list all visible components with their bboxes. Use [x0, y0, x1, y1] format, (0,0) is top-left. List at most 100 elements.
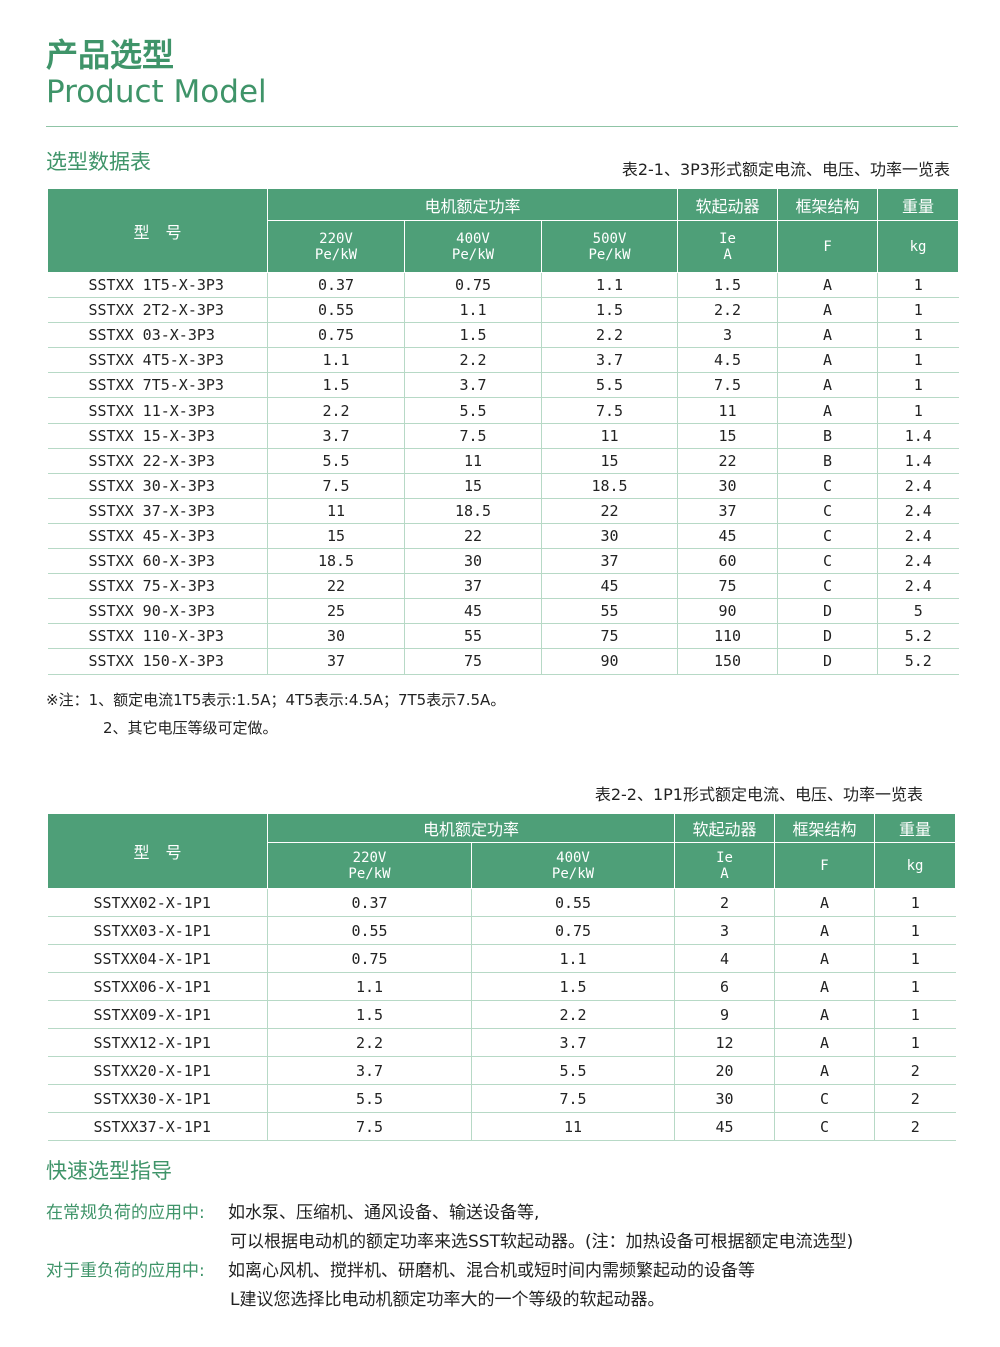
data-cell: 22 [267, 573, 405, 600]
data-row: SSTXX 7T5-X-3P3 1.5 3.7 5.5 7.5 A 1 [47, 372, 959, 399]
data-cell: SSTXX 75-X-3P3 [47, 573, 268, 600]
subheader-cell: 500V Pe/kW [540, 220, 679, 273]
data-cell: 3.7 [541, 347, 679, 374]
data-cell: A [774, 1028, 876, 1057]
data-cell: 2 [874, 1112, 956, 1141]
data-cell: 7.5 [471, 1084, 676, 1113]
data-cell: 5.2 [877, 623, 959, 650]
data-row: SSTXX 150-X-3P3 37 75 90 150 D 5.2 [47, 648, 959, 675]
table-caption: 表2-2、1P1形式额定电流、电压、功率一览表 [594, 785, 923, 804]
data-cell: 22 [404, 523, 542, 550]
data-cell: 5.5 [267, 1084, 472, 1113]
data-cell: 1 [874, 1000, 956, 1029]
data-cell: D [777, 648, 879, 675]
data-cell: A [777, 322, 879, 349]
data-cell: 2.4 [877, 573, 959, 600]
data-cell: 2 [874, 1084, 956, 1113]
data-cell: SSTXX09-X-1P1 [47, 1000, 268, 1029]
data-cell: 15 [267, 523, 405, 550]
data-cell: C [777, 523, 879, 550]
data-cell: A [774, 1056, 876, 1085]
note: ※注：1、额定电流1T5表示:1.5A；4T5表示:4.5A；7T5表示7.5A… [46, 691, 506, 709]
data-row: SSTXX03-X-1P1 0.55 0.75 3 A 1 [47, 916, 956, 945]
data-cell: SSTXX 60-X-3P3 [47, 548, 268, 575]
data-cell: 1 [874, 916, 956, 945]
subheader-cell: F [777, 220, 879, 273]
data-cell: 18.5 [267, 548, 405, 575]
subheader-line: 220V [352, 849, 387, 866]
guide-title: 快速选型指导 [46, 1159, 172, 1183]
data-cell: 11 [677, 397, 779, 424]
data-cell: 1.1 [471, 944, 676, 973]
data-row: SSTXX 90-X-3P3 25 45 55 90 D 5 [47, 598, 959, 625]
subheader-line: Pe/kW [551, 865, 595, 882]
data-row: SSTXX 22-X-3P3 5.5 11 15 22 B 1.4 [47, 448, 959, 474]
data-cell: SSTXX 37-X-3P3 [47, 498, 268, 524]
data-cell: 3 [674, 916, 776, 945]
data-cell: D [777, 623, 879, 650]
header-cell: 框架结构 [777, 188, 879, 221]
subheader-line: Ie [719, 230, 736, 247]
subheader-line: F [823, 238, 832, 255]
subheader-line: 400V [456, 230, 490, 247]
data-cell: 75 [677, 573, 779, 600]
data-cell: 0.55 [267, 297, 405, 324]
data-cell: 37 [404, 573, 542, 600]
data-row: SSTXX 30-X-3P3 7.5 15 18.5 30 C 2.4 [47, 473, 959, 499]
subheader-line: kg [909, 238, 927, 255]
data-cell: 22 [541, 498, 679, 524]
data-cell: 30 [541, 523, 679, 550]
data-cell: A [774, 888, 876, 917]
data-cell: 3.7 [267, 1056, 472, 1085]
data-row: SSTXX02-X-1P1 0.37 0.55 2 A 1 [47, 888, 956, 917]
subheader-cell: F [774, 842, 876, 889]
data-row: SSTXX 4T5-X-3P3 1.1 2.2 3.7 4.5 A 1 [47, 347, 959, 374]
guide-line: L建议您选择比电动机额定功率大的一个等级的软起动器。 [230, 1290, 665, 1310]
data-row: SSTXX 110-X-3P3 30 55 75 110 D 5.2 [47, 623, 959, 650]
data-cell: 1.4 [877, 448, 959, 474]
data-cell: 5.5 [267, 448, 405, 474]
data-cell: 1 [874, 888, 956, 917]
subheader-cell: Ie A [677, 220, 779, 273]
data-cell: D [777, 598, 879, 625]
data-cell: 2.4 [877, 548, 959, 575]
data-cell: 0.75 [267, 322, 405, 349]
subheader-line: Ie [716, 849, 733, 866]
data-cell: 0.75 [471, 916, 676, 945]
header-cell: 框架结构 [774, 813, 876, 843]
subheader-line: F [820, 857, 829, 874]
data-cell: 45 [677, 523, 779, 550]
data-table: 型 号电机额定功率 软起动器 框架结构 重量 220V Pe/kW 400V Pe/kW Ie A… [47, 813, 957, 1141]
data-row: SSTXX 1T5-X-3P3 0.37 0.75 1.1 1.5 A 1 [47, 272, 959, 299]
data-cell: 5.2 [877, 648, 959, 675]
data-cell: C [774, 1084, 876, 1113]
data-row: SSTXX 03-X-3P3 0.75 1.5 2.2 3 A 1 [47, 322, 959, 349]
subheader-cell: 400V Pe/kW [470, 842, 676, 889]
data-cell: 1 [874, 944, 956, 973]
data-cell: 7.5 [267, 1112, 472, 1141]
subheader-cell: Ie A [674, 842, 776, 889]
data-table: 型 号电机额定功率 软起动器 框架结构 重量 220V Pe/kW 400V Pe/kW 500… [47, 188, 960, 675]
data-cell: 2.2 [541, 322, 679, 349]
data-cell: 75 [404, 648, 542, 675]
data-cell: 1.5 [677, 272, 779, 299]
subheader-cell: kg [877, 220, 960, 273]
data-cell: 2 [874, 1056, 956, 1085]
data-cell: 2.2 [404, 347, 542, 374]
data-cell: 5.5 [541, 372, 679, 399]
data-cell: 45 [541, 573, 679, 600]
subheader-line: A [723, 246, 732, 263]
data-cell: 18.5 [541, 473, 679, 499]
header-cell: 重量 [874, 813, 957, 843]
data-cell: 1 [877, 347, 959, 374]
data-cell: 15 [677, 423, 779, 449]
data-cell: 4 [674, 944, 776, 973]
data-row: SSTXX 37-X-3P3 11 18.5 22 37 C 2.4 [47, 498, 959, 524]
title-cn: 产品选型 [46, 36, 175, 74]
data-row: SSTXX20-X-1P1 3.7 5.5 20 A 2 [47, 1056, 956, 1085]
data-cell: A [777, 397, 879, 424]
data-cell: 3.7 [267, 423, 405, 449]
data-cell: SSTXX20-X-1P1 [47, 1056, 268, 1085]
data-cell: SSTXX04-X-1P1 [47, 944, 268, 973]
